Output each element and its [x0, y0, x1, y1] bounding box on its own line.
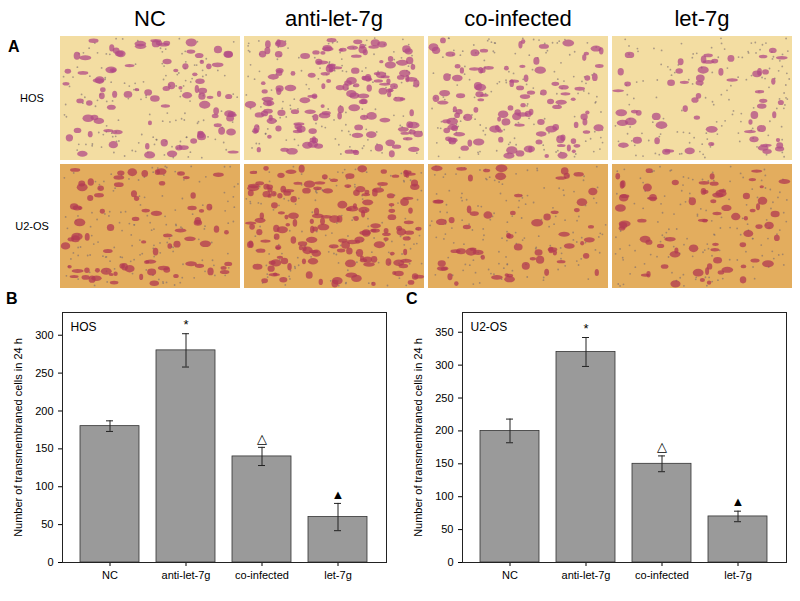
svg-text:50: 50 [441, 523, 453, 535]
svg-text:0: 0 [447, 556, 453, 568]
svg-text:U2-OS: U2-OS [15, 220, 49, 232]
svg-text:let-7g: let-7g [724, 569, 752, 581]
svg-text:U2-OS: U2-OS [471, 320, 508, 334]
svg-text:anti-let-7g: anti-let-7g [285, 6, 383, 31]
svg-text:*: * [583, 321, 588, 336]
svg-text:*: * [183, 317, 188, 332]
svg-text:△: △ [657, 439, 667, 454]
svg-text:▲: ▲ [332, 487, 345, 502]
svg-text:let-7g: let-7g [324, 569, 352, 581]
svg-text:100: 100 [35, 480, 53, 492]
svg-text:150: 150 [435, 457, 453, 469]
svg-text:300: 300 [435, 359, 453, 371]
svg-text:Number of transmembraned cells: Number of transmembraned cells in 24 h [12, 338, 24, 537]
html-text:B: B [6, 290, 18, 307]
svg-text:△: △ [257, 431, 267, 446]
svg-text:co-infected: co-infected [464, 6, 572, 31]
svg-text:200: 200 [35, 405, 53, 417]
svg-text:let-7g: let-7g [674, 6, 729, 31]
svg-text:▲: ▲ [732, 494, 745, 509]
svg-text:0: 0 [47, 556, 53, 568]
svg-text:150: 150 [35, 442, 53, 454]
svg-text:Number of transmembraned cells: Number of transmembraned cells in 24 h [412, 338, 424, 537]
svg-text:300: 300 [35, 329, 53, 341]
svg-text:100: 100 [435, 490, 453, 502]
svg-text:250: 250 [435, 392, 453, 404]
svg-text:anti-let-7g: anti-let-7g [162, 569, 211, 581]
svg-text:250: 250 [35, 367, 53, 379]
svg-text:NC: NC [102, 569, 118, 581]
svg-text:co-infected: co-infected [635, 569, 689, 581]
svg-text:HOS: HOS [20, 92, 44, 104]
svg-text:anti-let-7g: anti-let-7g [562, 569, 611, 581]
svg-text:200: 200 [435, 424, 453, 436]
svg-text:NC: NC [134, 6, 166, 31]
html-text:C: C [406, 290, 418, 307]
svg-text:HOS: HOS [71, 320, 97, 334]
svg-text:A: A [8, 38, 20, 55]
svg-text:350: 350 [435, 326, 453, 338]
svg-text:co-infected: co-infected [235, 569, 289, 581]
svg-text:NC: NC [502, 569, 518, 581]
svg-text:50: 50 [41, 518, 53, 530]
